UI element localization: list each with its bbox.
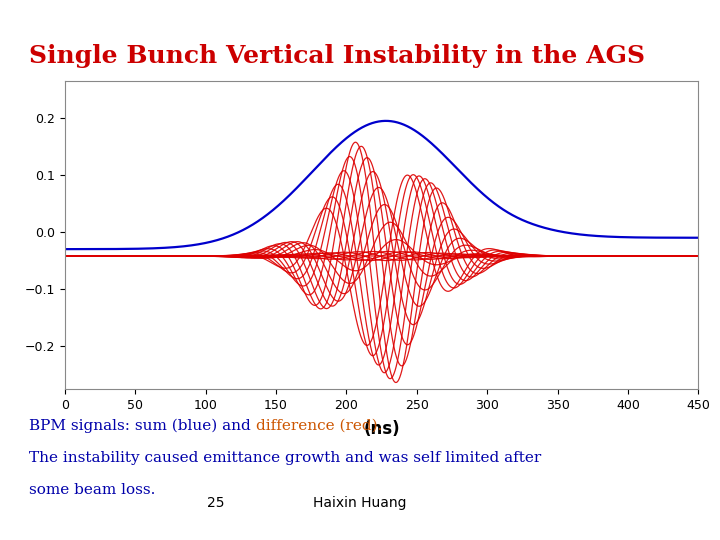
Text: some beam loss.: some beam loss. bbox=[29, 483, 156, 497]
Text: The instability caused emittance growth and was self limited after: The instability caused emittance growth … bbox=[29, 451, 541, 465]
Text: Haixin Huang: Haixin Huang bbox=[313, 496, 407, 510]
Text: difference (red).: difference (red). bbox=[256, 418, 382, 433]
Text: 25: 25 bbox=[207, 496, 225, 510]
Text: Single Bunch Vertical Instability in the AGS: Single Bunch Vertical Instability in the… bbox=[29, 44, 645, 68]
Text: BPM signals: sum (blue) and: BPM signals: sum (blue) and bbox=[29, 418, 256, 433]
X-axis label: (ns): (ns) bbox=[364, 420, 400, 438]
